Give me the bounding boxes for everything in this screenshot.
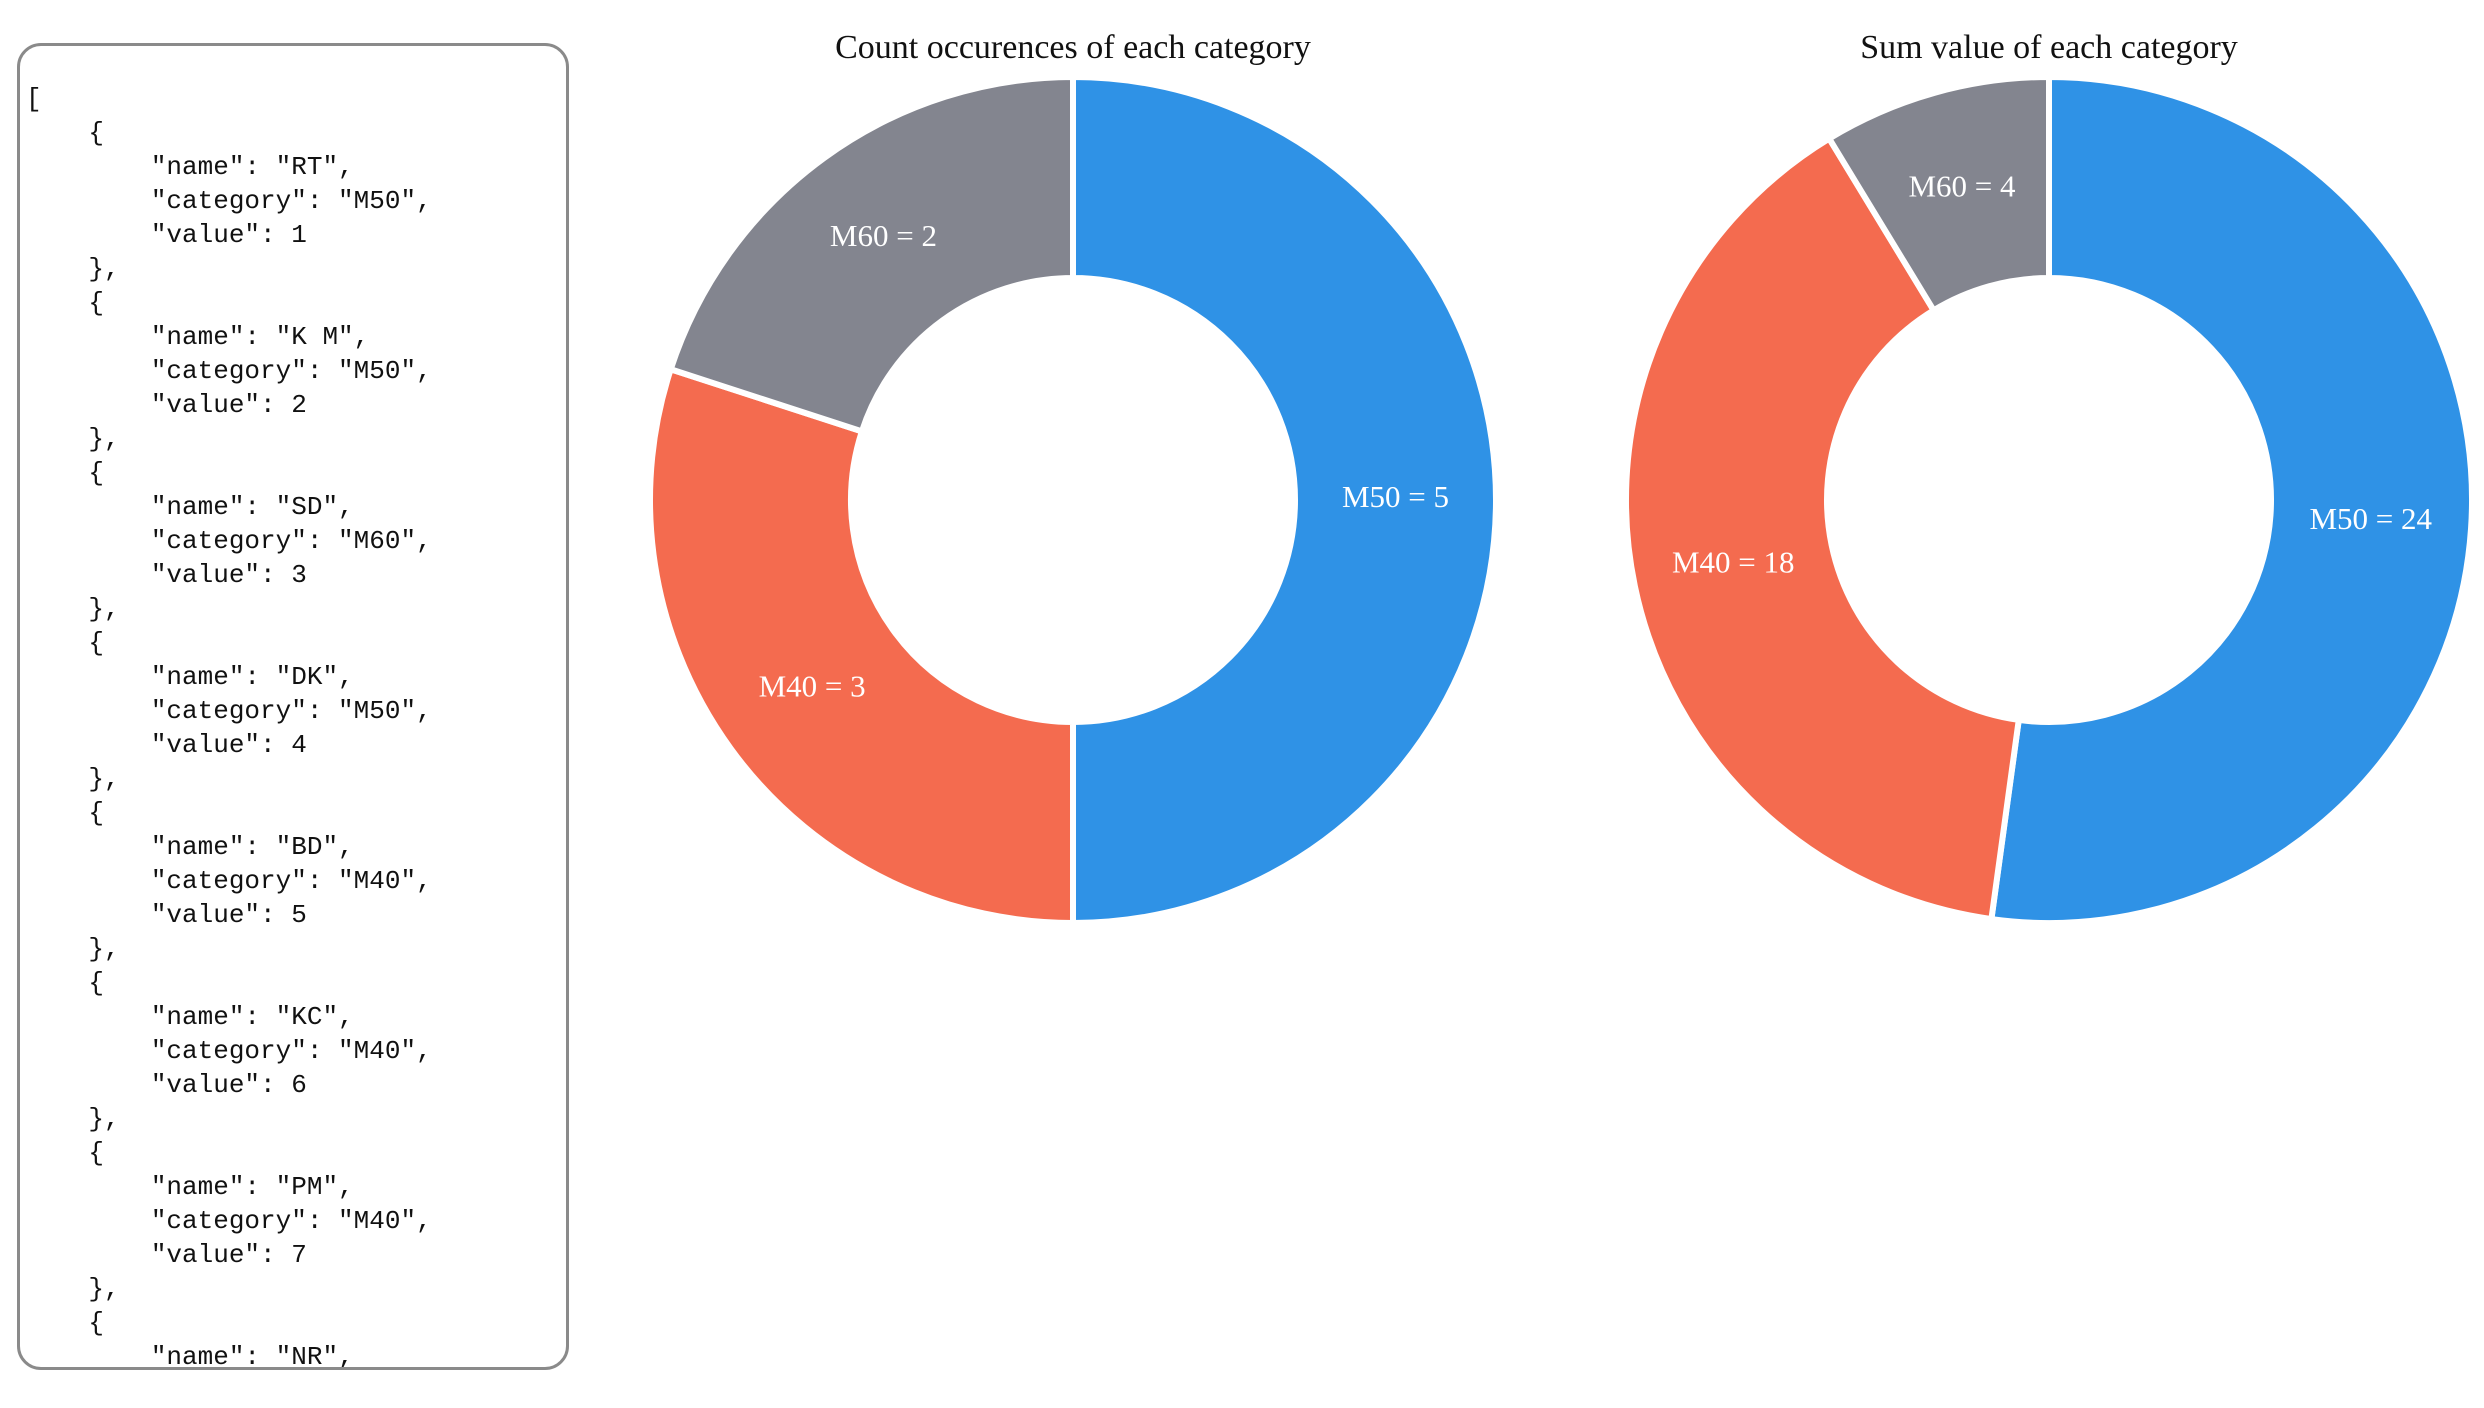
json-data-text: [ { "name": "RT", "category": "M50", "va… [26,84,432,1370]
donut-chart-count: M50 = 5 M40 = 3 M60 = 2 [647,73,1499,927]
slice-label-m50: M50 = 24 [2309,501,2432,536]
slice-m60[interactable] [666,73,1076,436]
json-data-panel[interactable]: [ { "name": "RT", "category": "M50", "va… [17,43,569,1370]
slice-m60[interactable] [1825,73,2052,315]
slice-m40[interactable] [647,365,1076,927]
chart-title-sum: Sum value of each category [1860,29,2238,66]
slice-label-m50: M50 = 5 [1342,479,1449,514]
slice-m40[interactable] [1623,134,2023,923]
slice-label-m60: M60 = 2 [830,218,937,253]
slice-label-m40: M40 = 18 [1672,545,1795,580]
chart-title-count: Count occurences of each category [835,29,1311,66]
slice-label-m40: M40 = 3 [759,669,866,704]
slice-m50[interactable] [1988,73,2475,926]
slice-label-m60: M60 = 4 [1908,169,2016,204]
donut-chart-sum: M50 = 24 M40 = 18 M60 = 4 [1623,73,2475,926]
slice-m50[interactable] [1070,73,1499,927]
